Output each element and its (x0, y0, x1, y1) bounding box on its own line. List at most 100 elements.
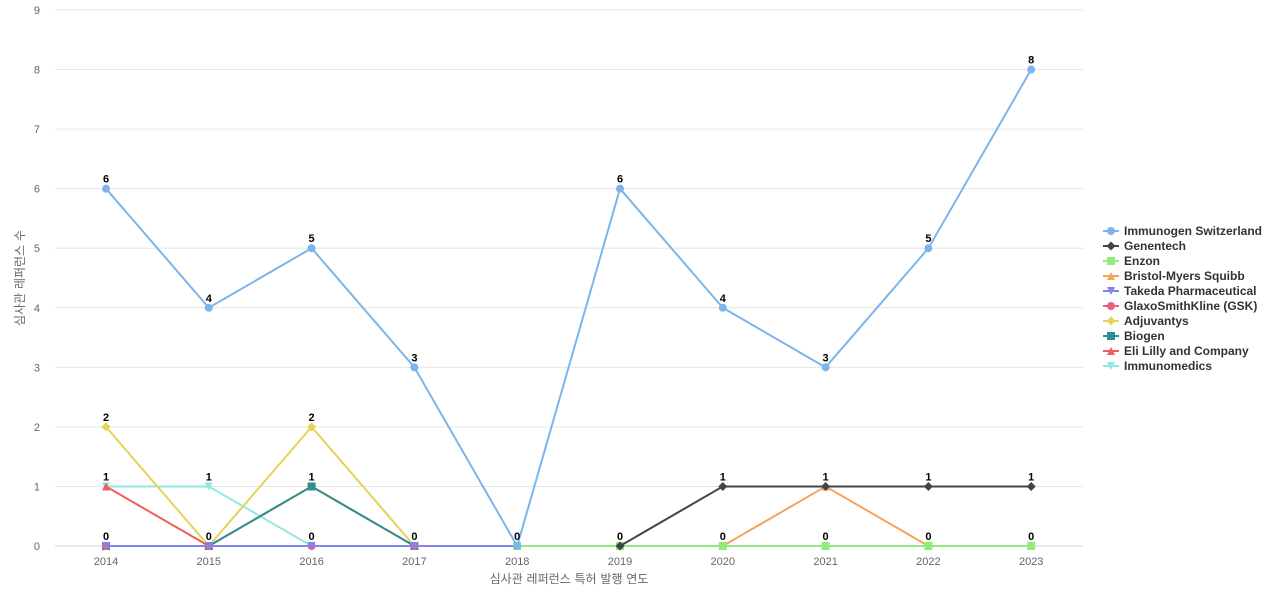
legend-item[interactable]: Enzon (1103, 254, 1160, 268)
series-line (105, 485, 1033, 547)
legend-item[interactable]: Immunomedics (1103, 359, 1212, 373)
data-label: 0 (309, 531, 315, 543)
legend-label: Takeda Pharmaceutical (1124, 284, 1257, 298)
legend-marker-icon (1106, 316, 1116, 326)
data-point[interactable] (204, 542, 213, 550)
legend-marker-icon (1107, 257, 1115, 265)
data-point[interactable] (307, 482, 316, 491)
data-point[interactable] (1027, 542, 1036, 550)
data-label: 6 (617, 174, 623, 186)
x-tick-label: 2014 (94, 556, 118, 568)
data-label: 2 (309, 412, 315, 424)
x-tick-label: 2022 (916, 556, 940, 568)
series-immunogen-switzerland (102, 65, 1036, 550)
data-point[interactable] (204, 303, 213, 312)
y-tick-label: 7 (34, 124, 40, 136)
data-label: 0 (206, 531, 212, 543)
data-point[interactable] (616, 184, 624, 193)
data-label: 3 (411, 352, 417, 364)
x-tick-label: 2015 (197, 556, 221, 568)
data-point[interactable] (821, 363, 830, 372)
data-point[interactable] (307, 244, 316, 253)
data-point[interactable] (1026, 481, 1036, 491)
data-point[interactable] (204, 482, 213, 491)
legend-label: Eli Lilly and Company (1124, 344, 1249, 358)
x-tick-label: 2021 (813, 556, 837, 568)
data-label: 1 (823, 471, 829, 483)
y-tick-label: 3 (34, 362, 40, 374)
x-tick-label: 2016 (299, 556, 323, 568)
data-point[interactable] (102, 184, 110, 193)
data-label: 5 (309, 233, 315, 245)
data-point[interactable] (923, 481, 933, 491)
data-point[interactable] (821, 542, 830, 550)
x-tick-label: 2017 (402, 556, 426, 568)
x-tick-labels: 2014 2015 2016 2017 2018 2019 2020 2021 2022 2023 (94, 556, 1044, 568)
data-point[interactable] (102, 482, 110, 491)
data-label: 6 (103, 174, 109, 186)
data-label: 0 (720, 531, 726, 543)
data-point[interactable] (718, 303, 727, 312)
x-tick-label: 2023 (1019, 556, 1043, 568)
data-point[interactable] (307, 542, 316, 550)
legend-marker-icon (1107, 347, 1115, 355)
data-label: 1 (103, 471, 109, 483)
legend-marker-icon (1107, 227, 1115, 235)
data-point[interactable] (718, 542, 727, 550)
data-point[interactable] (101, 422, 111, 432)
data-label: 0 (514, 531, 520, 543)
grid-layer (55, 9, 1083, 547)
x-axis-title: 심사관 레퍼런스 특허 발행 연도 (490, 571, 649, 586)
y-axis-title: 심사관 레퍼런스 수 (13, 230, 27, 326)
y-tick-label: 0 (34, 541, 40, 553)
data-label: 0 (103, 531, 109, 543)
data-point[interactable] (102, 542, 110, 550)
data-point[interactable] (615, 541, 625, 551)
data-point[interactable] (1027, 65, 1036, 74)
y-tick-label: 4 (34, 303, 40, 315)
data-point[interactable] (307, 422, 317, 432)
legend-label: Biogen (1124, 329, 1165, 343)
series-line (105, 485, 416, 547)
y-tick-labels: 0 1 2 3 4 5 6 7 8 9 (34, 5, 40, 553)
data-point[interactable] (410, 542, 419, 550)
data-point[interactable] (924, 244, 933, 253)
legend-item[interactable]: Takeda Pharmaceutical (1103, 284, 1257, 298)
data-label: 4 (206, 293, 213, 305)
legend-item[interactable]: GlaxoSmithKline (GSK) (1103, 299, 1257, 313)
data-label: 1 (309, 471, 315, 483)
data-point[interactable] (410, 363, 419, 372)
data-point[interactable] (513, 542, 522, 550)
legend-item[interactable]: Eli Lilly and Company (1103, 344, 1249, 358)
legend-item[interactable]: Immunogen Switzerland (1103, 224, 1262, 238)
data-point[interactable] (718, 481, 728, 491)
series-enzon (513, 542, 1036, 550)
data-label: 1 (720, 471, 726, 483)
data-label: 8 (1028, 55, 1034, 67)
series-genentech (615, 481, 1036, 551)
legend-label: Immunomedics (1124, 359, 1212, 373)
legend-marker-icon (1107, 302, 1115, 310)
data-point[interactable] (821, 481, 831, 491)
legend-marker-icon (1107, 287, 1115, 295)
legend-item[interactable]: Adjuvantys (1103, 314, 1189, 328)
legend: Immunogen SwitzerlandGenentechEnzonBrist… (1103, 224, 1262, 373)
data-point[interactable] (924, 542, 933, 550)
data-label: 0 (823, 531, 829, 543)
legend-item[interactable]: Biogen (1103, 329, 1165, 343)
x-tick-label: 2018 (505, 556, 529, 568)
legend-marker-icon (1106, 241, 1116, 251)
legend-label: Enzon (1124, 254, 1160, 268)
legend-item[interactable]: Genentech (1103, 239, 1186, 253)
legend-label: Bristol-Myers Squibb (1124, 269, 1245, 283)
y-tick-label: 2 (34, 422, 40, 434)
data-label: 5 (925, 233, 931, 245)
legend-item[interactable]: Bristol-Myers Squibb (1103, 269, 1245, 283)
series-line (105, 425, 416, 547)
legend-marker-icon (1107, 332, 1115, 340)
legend-label: GlaxoSmithKline (GSK) (1124, 299, 1257, 313)
legend-label: Immunogen Switzerland (1124, 224, 1262, 238)
data-label: 0 (411, 531, 417, 543)
